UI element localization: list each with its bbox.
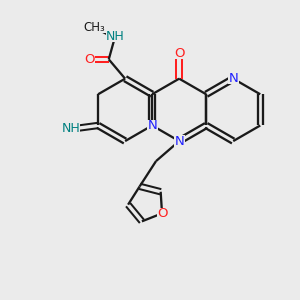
Text: NH: NH <box>105 30 124 43</box>
Text: O: O <box>84 53 95 66</box>
FancyBboxPatch shape <box>82 22 106 33</box>
Text: NH: NH <box>62 122 81 135</box>
Text: N: N <box>228 72 238 85</box>
FancyBboxPatch shape <box>174 48 185 59</box>
FancyBboxPatch shape <box>84 54 95 65</box>
Text: N: N <box>147 119 157 132</box>
FancyBboxPatch shape <box>228 73 239 84</box>
Text: N: N <box>174 135 184 148</box>
Text: O: O <box>174 47 184 60</box>
FancyBboxPatch shape <box>106 31 124 42</box>
FancyBboxPatch shape <box>157 208 167 219</box>
Text: O: O <box>157 207 167 220</box>
FancyBboxPatch shape <box>63 123 80 134</box>
FancyBboxPatch shape <box>147 120 158 131</box>
Text: CH₃: CH₃ <box>83 21 105 34</box>
FancyBboxPatch shape <box>174 135 185 147</box>
